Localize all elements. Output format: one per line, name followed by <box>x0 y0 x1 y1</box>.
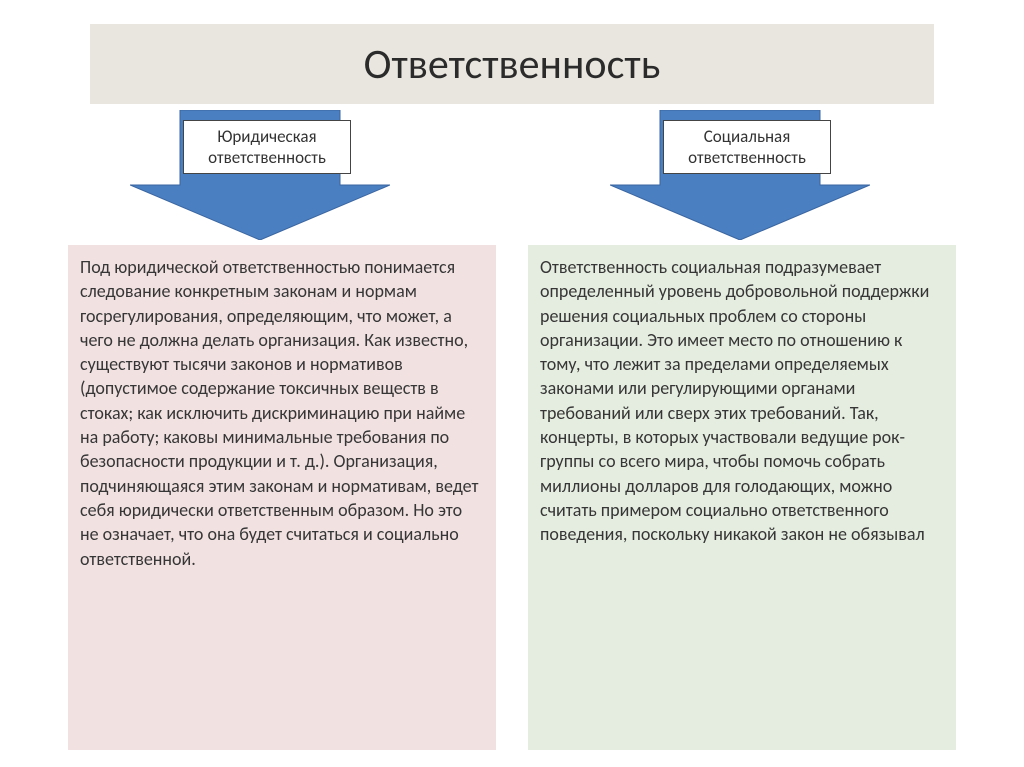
title-box: Ответственность <box>90 24 934 104</box>
left-branch-label: Юридическая ответственность <box>183 120 351 174</box>
left-content-box: Под юридической ответственностью понимае… <box>68 245 496 750</box>
left-arrow-block: Юридическая ответственность <box>130 110 390 240</box>
right-arrow-block: Социальная ответственность <box>610 110 870 240</box>
main-title: Ответственность <box>364 39 661 90</box>
right-branch-label: Социальная ответственность <box>663 120 831 174</box>
right-content-box: Ответственность социальная подразумевает… <box>528 245 956 750</box>
